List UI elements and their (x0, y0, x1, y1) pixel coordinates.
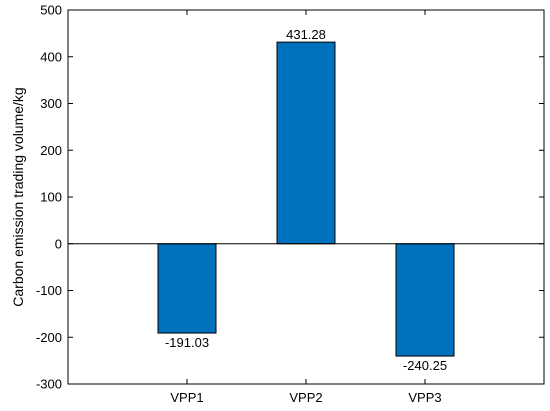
data-labels-group: -191.03 431.28 -240.25 (165, 27, 447, 373)
x-tick-label: VPP1 (170, 390, 203, 405)
data-label-vpp2: 431.28 (286, 27, 326, 42)
y-tick-label: 300 (40, 96, 62, 111)
x-tick-label: VPP2 (289, 390, 322, 405)
y-tick-label: 500 (40, 3, 62, 18)
y-tick-label: 0 (55, 236, 62, 251)
bar-vpp3 (395, 243, 455, 357)
bar-vpp1 (157, 243, 217, 334)
y-tick-label: -200 (36, 330, 62, 345)
y-tick-label: -300 (36, 377, 62, 392)
y-axis: -300 -200 -100 0 100 200 300 400 500 (36, 3, 544, 392)
y-axis-title: Carbon emission trading volume/kg (10, 87, 26, 306)
data-label-vpp1: -191.03 (165, 335, 209, 350)
x-axis: VPP1 VPP2 VPP3 (170, 10, 442, 405)
y-tick-label: 400 (40, 49, 62, 64)
bars-group (157, 41, 455, 357)
y-tick-label: -100 (36, 283, 62, 298)
bar-vpp2 (276, 41, 336, 245)
x-tick-label: VPP3 (408, 390, 441, 405)
data-label-vpp3: -240.25 (403, 358, 447, 373)
y-tick-label: 100 (40, 190, 62, 205)
y-tick-label: 200 (40, 143, 62, 158)
